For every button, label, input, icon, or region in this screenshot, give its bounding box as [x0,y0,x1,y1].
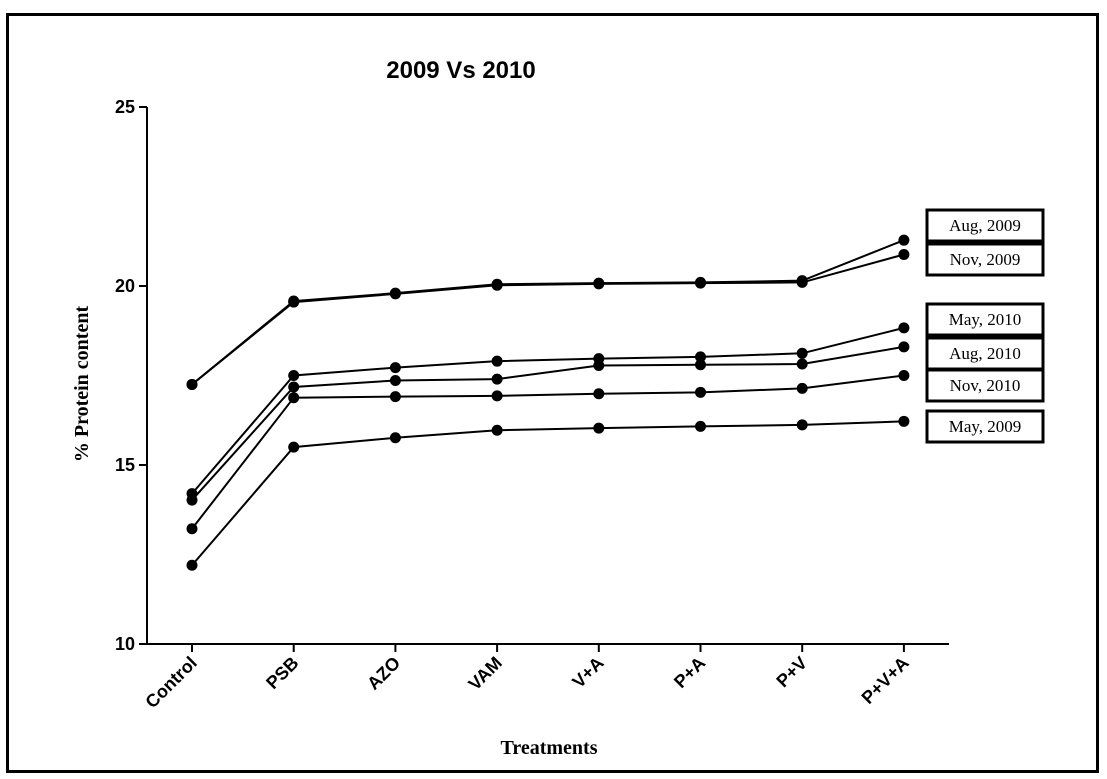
data-point [389,362,401,374]
data-point [695,277,706,289]
chart-frame: 2009 Vs 2010 10 15 20 25 Control PSB AZO VAM V+… [6,13,1099,773]
data-point [593,422,605,434]
series-group [186,234,910,571]
data-point [491,355,503,367]
legend-box [925,409,1045,444]
series-5 [186,415,910,571]
data-point [898,248,910,260]
data-point [288,392,300,404]
data-point [288,296,300,308]
legend-label: May, 2010 [949,310,1022,329]
data-point [898,322,910,334]
data-point [389,375,401,387]
data-point [186,494,198,506]
x-tick-label: P+V [772,653,811,692]
data-point [593,388,605,400]
data-point [389,432,401,444]
data-point [186,559,198,571]
data-point [288,441,300,453]
y-axis: 10 15 20 25 [115,97,148,654]
data-point [796,419,808,431]
legend-box [925,368,1045,403]
x-tick-label: P+V+A [858,653,913,708]
y-axis-label: % Protein content [71,306,93,463]
legend-label: May, 2009 [949,417,1022,436]
data-point [288,370,300,381]
series-line [191,345,905,501]
legend-item: Nov, 2010 [925,368,1045,403]
chart-title: 2009 Vs 2010 [386,57,535,84]
series-2 [186,322,910,500]
data-point [898,341,910,353]
x-tick-label: Control [141,653,200,712]
data-point [491,279,503,291]
data-point [491,424,503,436]
legend-item: Aug, 2009 [925,208,1045,243]
data-point [695,359,706,371]
legend-label: Aug, 2009 [949,216,1021,235]
data-point [186,378,198,390]
legend: Aug, 2009 Nov, 2009 May, 2010 Aug, 2010 Nov,… [925,208,1045,444]
legend-item: Aug, 2010 [925,336,1045,371]
legend-box [925,242,1045,277]
series-3 [186,341,910,506]
x-tick-label: P+A [670,653,709,692]
data-point [593,278,605,290]
x-tick-label: V+A [568,653,607,692]
data-point [898,415,910,427]
data-point [695,351,706,363]
data-point [389,288,401,300]
legend-box [925,336,1045,371]
data-point [695,386,706,398]
data-point [491,373,503,385]
legend-box [925,302,1045,337]
data-point [695,420,706,432]
series-line [191,374,905,530]
legend-box [925,208,1045,243]
data-point [796,382,808,394]
legend-label: Nov, 2010 [950,376,1021,395]
data-point [593,359,605,371]
x-axis: Control PSB AZO VAM V+A P+A P+V P+V+A [141,643,949,712]
y-tick-label: 20 [115,276,135,296]
y-tick-label: 15 [115,455,135,475]
y-tick-label: 25 [115,97,135,117]
series-1 [186,248,910,390]
data-point [796,276,808,288]
data-point [186,523,198,535]
data-point [796,347,808,359]
data-point [288,381,300,393]
data-point [389,391,401,403]
data-point [898,234,910,246]
series-line [191,253,905,386]
legend-item: May, 2010 [925,302,1045,337]
series-4 [186,370,910,535]
series-line [191,420,904,566]
x-tick-label: VAM [464,653,505,694]
y-tick-label: 10 [115,634,135,654]
legend-label: Nov, 2009 [950,250,1021,269]
data-point [898,370,910,381]
legend-label: Aug, 2010 [949,344,1021,363]
x-axis-label: Treatments [500,737,597,759]
data-point [796,358,808,370]
legend-item: Nov, 2009 [925,242,1045,277]
x-tick-label: PSB [262,653,302,693]
data-point [491,390,503,402]
legend-item: May, 2009 [925,409,1045,444]
x-tick-label: AZO [363,653,404,694]
series-line [191,326,905,495]
